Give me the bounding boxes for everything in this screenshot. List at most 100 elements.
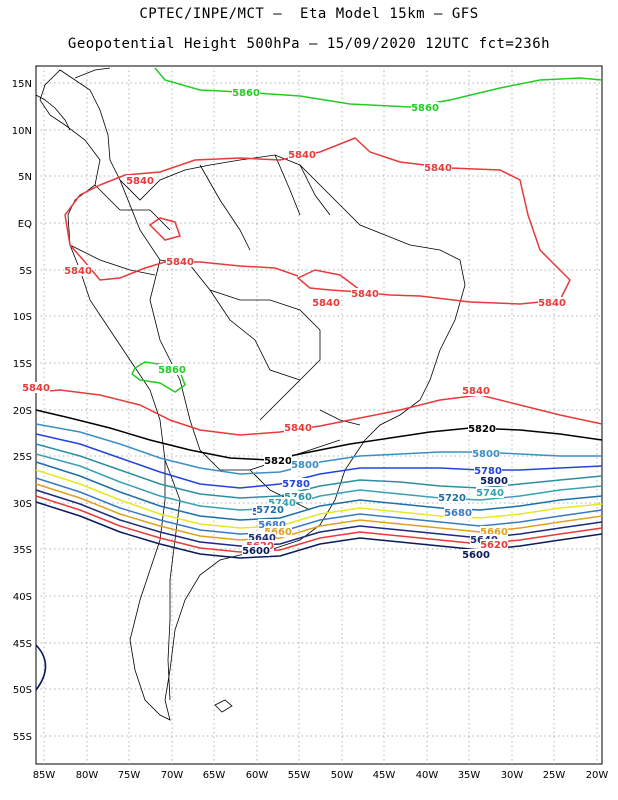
map-subtitle: Geopotential Height 500hPa – 15/09/2020 … [67, 36, 551, 52]
contour-label-5820: 5820 [264, 456, 292, 467]
contour-label-5720: 5720 [256, 505, 284, 516]
contour-label-5860: 5860 [232, 88, 260, 99]
contour-label-bg [462, 385, 490, 396]
contour-label-bg [480, 539, 508, 550]
contour-5680 [35, 477, 603, 535]
contour-label-bg [444, 507, 472, 518]
contour-label-bg [256, 504, 284, 515]
contour-label-bg [264, 526, 292, 537]
contour-label-bg [472, 448, 500, 459]
lat-tick-label: 10N [12, 126, 32, 137]
contour-label-bg [242, 545, 270, 556]
lon-tick-label: 55W [288, 770, 311, 781]
contour-label-bg [351, 288, 379, 299]
contour-5740 [35, 453, 603, 511]
contour-label-bg [480, 526, 508, 537]
contour-label-5680: 5680 [258, 520, 286, 531]
contour-label-5840: 5840 [22, 383, 50, 394]
contour-label-bg [284, 422, 312, 433]
contour-label-5680: 5680 [444, 508, 472, 519]
lon-tick-label: 45W [373, 770, 396, 781]
contour-5780 [35, 433, 603, 489]
contour-label-5800: 5800 [480, 476, 508, 487]
contour-label-bg [291, 459, 319, 470]
lon-tick-label: 20W [586, 770, 609, 781]
graticule [36, 66, 602, 764]
contour-5840-amazon [64, 184, 299, 281]
contour-label-5660: 5660 [480, 527, 508, 538]
contour-5860-bolivia [131, 361, 186, 393]
lon-tick-label: 85W [33, 770, 56, 781]
contour-label-5840: 5840 [312, 298, 340, 309]
contour-label-5840: 5840 [351, 289, 379, 300]
contour-label-bg [462, 549, 490, 560]
contour-label-5840: 5840 [424, 163, 452, 174]
contour-label-bg [22, 382, 50, 393]
contour-label-bg [284, 491, 312, 502]
contour-label-5620: 5620 [480, 540, 508, 551]
contour-label-5780: 5780 [474, 466, 502, 477]
contour-label-bg [438, 492, 466, 503]
lat-tick-label: 15N [12, 79, 32, 90]
lat-tick-label: 55S [13, 732, 32, 743]
contour-label-5720: 5720 [438, 493, 466, 504]
lat-tick-label: 50S [13, 685, 32, 696]
lat-tick-label: 30S [13, 499, 32, 510]
contour-5800 [35, 423, 602, 475]
contour-label-bg [282, 478, 310, 489]
contour-label-5820: 5820 [468, 424, 496, 435]
contour-label-bg [126, 175, 154, 186]
contour-5840-inner [148, 217, 181, 241]
contour-label-5740: 5740 [268, 498, 296, 509]
contour-label-5800: 5800 [472, 449, 500, 460]
lat-tick-label: 45S [13, 639, 32, 650]
lon-tick-label: 25W [543, 770, 566, 781]
contour-label-bg [158, 364, 186, 375]
contour-label-5840: 5840 [166, 257, 194, 268]
contour-label-5600: 5600 [462, 550, 490, 561]
contour-label-5800: 5800 [291, 460, 319, 471]
contour-label-5860: 5860 [158, 365, 186, 376]
contour-5700 [35, 469, 603, 529]
lat-tick-label: 10S [13, 312, 32, 323]
contour-5860-north [154, 67, 603, 108]
contour-label-5780: 5780 [282, 479, 310, 490]
contour-label-bg [288, 149, 316, 160]
contour-label-bg [166, 256, 194, 267]
contour-label-bg [474, 465, 502, 476]
contour-label-bg [264, 455, 292, 466]
contour-label-bg [480, 475, 508, 486]
plot-frame [35, 65, 603, 765]
contour-label-5640: 5640 [248, 533, 276, 544]
lon-tick-label: 60W [246, 770, 269, 781]
contour-label-5840: 5840 [288, 150, 316, 161]
contour-label-bg [411, 102, 439, 113]
contour-label-bg [64, 265, 92, 276]
axis-ticks: 15N 10N 5N EQ 5S 10S 15S 20S 25S 30S 35S 40S 45S 50S 5… [12, 79, 609, 781]
lat-tick-label: 5S [19, 266, 32, 277]
contour-label-5840: 5840 [462, 386, 490, 397]
contour-label-5840: 5840 [64, 266, 92, 277]
lat-tick-label: 15S [13, 359, 32, 370]
contour-5720 [35, 461, 603, 521]
lon-tick-label: 30W [501, 770, 524, 781]
contour-label-5840: 5840 [126, 176, 154, 187]
contour-label-5860: 5860 [411, 103, 439, 114]
contour-label-bg [232, 87, 260, 98]
lon-tick-label: 65W [203, 770, 226, 781]
contour-label-5840: 5840 [538, 298, 566, 309]
lat-tick-label: 25S [13, 452, 32, 463]
lat-tick-label: 40S [13, 592, 32, 603]
lat-tick-label: 5N [18, 172, 32, 183]
contour-label-5740: 5740 [476, 488, 504, 499]
contour-label-bg [248, 532, 276, 543]
contour-5820 [35, 409, 603, 461]
lon-tick-label: 75W [118, 770, 141, 781]
map-title: CPTEC/INPE/MCT – Eta Model 15km – GFS [139, 6, 479, 22]
lon-tick-label: 35W [458, 770, 481, 781]
contour-label-5660: 5660 [264, 527, 292, 538]
lon-tick-label: 40W [416, 770, 439, 781]
lat-tick-label: 35S [13, 545, 32, 556]
contour-5840-north [99, 137, 571, 305]
